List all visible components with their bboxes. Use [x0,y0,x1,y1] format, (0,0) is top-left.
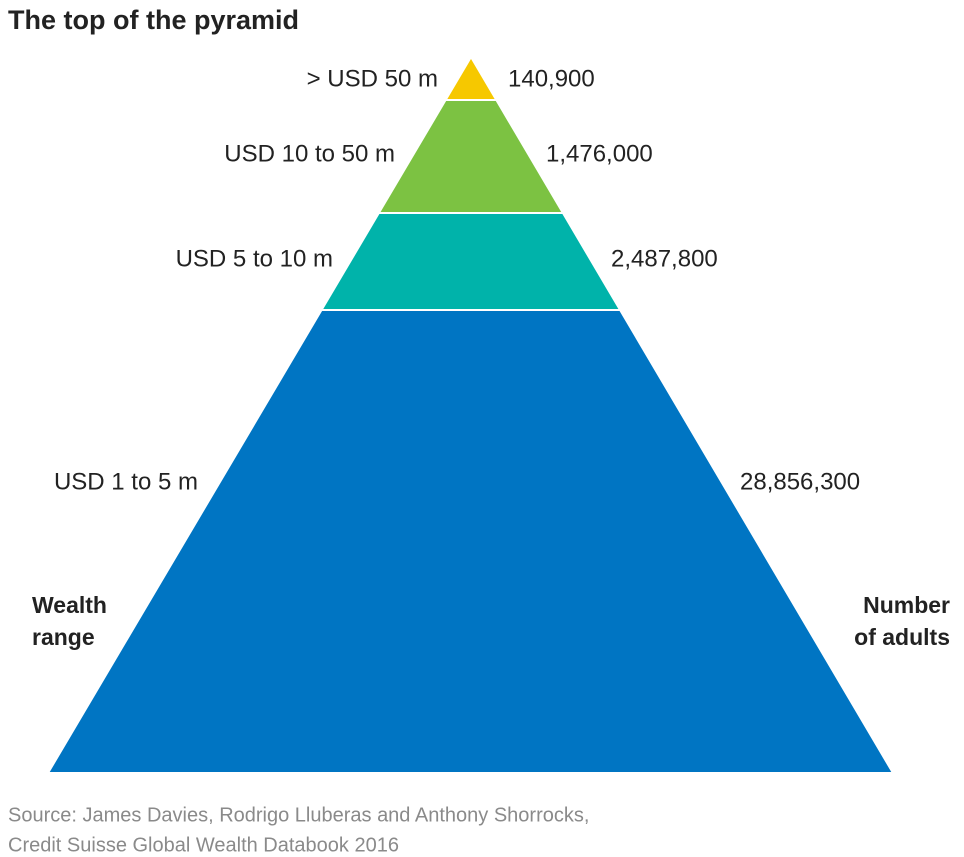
left-heading: range [32,624,95,650]
range-label: USD 10 to 50 m [224,140,395,167]
tier [377,99,565,214]
tier [443,55,499,101]
source: Credit Suisse Global Wealth Databook 201… [8,834,399,856]
count-label: 140,900 [508,65,595,92]
title: The top of the pyramid [8,5,299,35]
count-label: 28,856,300 [740,468,860,495]
right-heading: of adults [854,624,950,650]
range-label: > USD 50 m [307,65,438,92]
tier [46,309,895,774]
source: Source: James Davies, Rodrigo Lluberas a… [8,804,589,826]
count-label: 2,487,800 [611,245,718,272]
right-heading: Number [863,592,950,618]
range-label: USD 1 to 5 m [54,468,198,495]
tier [319,212,622,311]
count-label: 1,476,000 [546,140,653,167]
left-heading: Wealth [32,592,107,618]
range-label: USD 5 to 10 m [176,245,333,272]
